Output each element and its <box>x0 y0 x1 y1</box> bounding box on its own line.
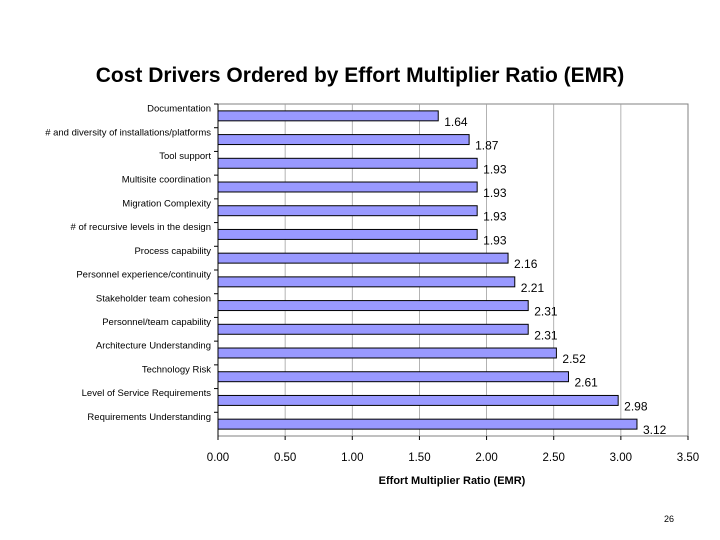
data-label: 1.87 <box>475 139 499 153</box>
bar <box>217 418 638 430</box>
chart-title: Cost Drivers Ordered by Effort Multiplie… <box>95 64 625 87</box>
data-label: 1.93 <box>483 210 507 224</box>
category-label: Requirements Understanding <box>87 412 211 423</box>
data-label: 2.52 <box>562 352 586 366</box>
bar <box>217 134 470 146</box>
data-label: 2.31 <box>534 328 558 342</box>
data-label: 3.12 <box>643 423 667 437</box>
bar <box>217 252 509 264</box>
category-label: # of recursive levels in the design <box>71 222 211 233</box>
bars <box>214 103 638 430</box>
category-label: Documentation <box>147 104 211 115</box>
plot-border <box>217 103 689 437</box>
bar <box>217 110 439 122</box>
category-label: Multisite coordination <box>122 175 211 186</box>
x-tick-label: 0.00 <box>207 452 229 464</box>
bar <box>217 371 569 383</box>
data-label: 2.16 <box>514 257 538 271</box>
category-label: Tool support <box>159 151 211 162</box>
data-label: 1.93 <box>483 233 507 247</box>
bar <box>217 228 478 240</box>
bar <box>217 205 478 217</box>
x-tick-label: 3.50 <box>677 452 699 464</box>
bar <box>217 181 478 193</box>
x-tick-label: 1.50 <box>408 452 430 464</box>
data-label: 2.98 <box>624 399 648 413</box>
category-label: Technology Risk <box>142 364 211 375</box>
data-label: 1.93 <box>483 186 507 200</box>
data-label: 1.64 <box>444 115 468 129</box>
data-label: 2.61 <box>574 376 598 390</box>
bar <box>217 276 516 288</box>
x-tick-label: 0.50 <box>274 452 296 464</box>
page-number: 26 <box>664 514 675 524</box>
data-label: 2.31 <box>534 305 558 319</box>
x-tick-label: 2.00 <box>475 452 497 464</box>
category-label: Architecture Understanding <box>96 341 211 352</box>
data-label: 2.21 <box>521 281 545 295</box>
bar <box>217 300 529 312</box>
data-label: 1.93 <box>483 162 507 176</box>
category-label: Stakeholder team cohesion <box>96 293 211 304</box>
x-tick-label: 2.50 <box>543 452 565 464</box>
x-axis-title: Effort Multiplier Ratio (EMR) <box>379 475 526 487</box>
category-label: Personnel/team capability <box>102 317 211 328</box>
bar <box>217 347 557 359</box>
value-labels: 1.64 1.87 1.93 1.93 1.93 1.93 2.16 2.21 2.31 2.31… <box>444 115 666 437</box>
category-labels: Documentation # and diversity of installa… <box>45 104 211 423</box>
category-label: Personnel experience/continuity <box>76 270 211 281</box>
category-label: # and diversity of installations/platfor… <box>45 127 211 138</box>
bar <box>217 323 529 335</box>
category-label: Migration Complexity <box>122 198 211 209</box>
x-tick-labels: 0.00 0.50 1.00 1.50 2.00 2.50 3.00 3.50 <box>207 452 699 464</box>
plot-area <box>217 103 689 437</box>
category-label: Process capability <box>134 246 211 257</box>
x-tick-label: 1.00 <box>341 452 363 464</box>
bar <box>217 394 619 406</box>
bar <box>217 157 478 169</box>
category-label: Level of Service Requirements <box>82 388 212 399</box>
x-tick-label: 3.00 <box>610 452 632 464</box>
